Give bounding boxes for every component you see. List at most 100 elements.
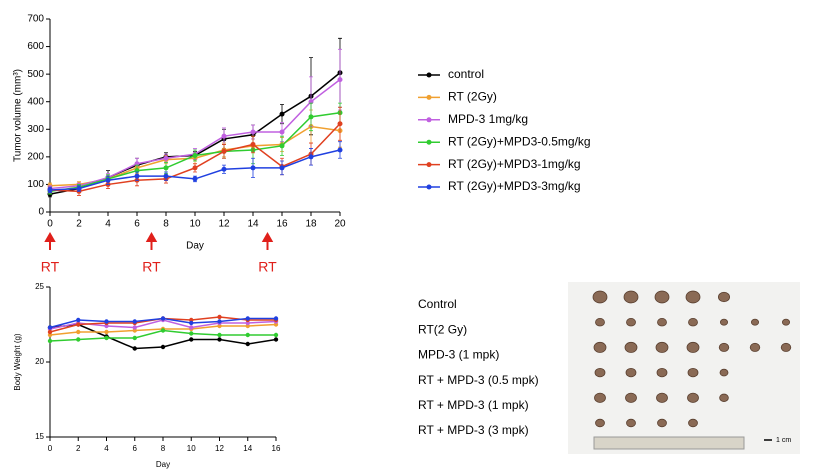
tumor	[685, 290, 701, 304]
tumor	[626, 418, 636, 428]
rt-label: RT	[258, 259, 277, 275]
legend-marker	[426, 162, 432, 168]
tumor	[751, 318, 760, 326]
data-point	[221, 133, 227, 139]
y-tick-label: 400	[27, 96, 44, 107]
data-point	[105, 177, 111, 183]
x-axis-label: Day	[186, 241, 204, 252]
tumor	[688, 317, 698, 327]
data-point	[160, 344, 166, 350]
data-point	[47, 187, 53, 193]
y-tick-label: 700	[27, 14, 44, 25]
rt-arrow	[261, 231, 274, 250]
y-tick-label: 20	[35, 357, 44, 366]
rt-arrow	[44, 231, 56, 250]
legend-label: RT (2Gy)+MPD3-0.5mg/kg	[448, 134, 591, 148]
data-point	[76, 329, 81, 335]
tumor	[687, 367, 699, 378]
x-tick-label: 0	[47, 219, 53, 230]
data-point	[221, 166, 227, 172]
tumor	[780, 342, 792, 352]
row-label: RT + MPD-3 (3 mpk)	[418, 423, 529, 437]
row-label: MPD-3 (1 mpk)	[418, 348, 499, 362]
tumor	[656, 392, 668, 403]
legend-marker	[426, 94, 432, 100]
data-point	[76, 322, 81, 327]
data-point	[337, 77, 343, 83]
data-point	[189, 337, 194, 342]
data-point	[250, 141, 256, 147]
data-point	[163, 155, 169, 161]
data-point	[337, 121, 343, 127]
tumor	[657, 317, 667, 327]
data-point	[217, 332, 222, 338]
legend-marker	[426, 184, 432, 190]
scale-label: 1 cm	[776, 437, 791, 444]
x-tick-label: 2	[76, 219, 82, 230]
legend-label: MPD-3 1mg/kg	[448, 112, 528, 126]
y-tick-label: 0	[38, 207, 44, 218]
data-point	[76, 317, 81, 323]
tumor	[592, 290, 608, 304]
x-tick-label: 4	[105, 219, 111, 230]
data-point	[279, 165, 285, 171]
tumor	[625, 367, 637, 378]
tumor	[595, 317, 605, 327]
tumor	[720, 318, 729, 326]
y-tick-label: 300	[27, 124, 44, 135]
tumor	[595, 418, 605, 428]
data-point	[192, 165, 198, 171]
data-point	[279, 111, 285, 117]
tumor	[625, 392, 637, 403]
tumor	[656, 367, 668, 378]
tumor	[655, 341, 669, 353]
data-point	[104, 319, 109, 324]
tumor	[654, 290, 670, 304]
data-point	[47, 329, 53, 335]
tumor	[719, 368, 729, 377]
x-tick-label: 12	[218, 219, 230, 230]
tumor	[594, 367, 606, 378]
x-tick-label: 4	[104, 444, 109, 453]
data-point	[189, 325, 194, 330]
x-tick-label: 2	[76, 444, 81, 453]
photo-background	[568, 282, 800, 454]
data-point	[245, 341, 250, 347]
tumor	[626, 317, 636, 327]
y-tick-label: 25	[35, 282, 44, 291]
data-point	[160, 316, 166, 321]
y-axis-label: Body Weight (g)	[13, 333, 22, 391]
data-point	[104, 335, 109, 341]
data-point	[189, 320, 194, 326]
data-point	[245, 316, 250, 321]
data-point	[47, 325, 53, 330]
y-tick-label: 600	[27, 41, 44, 52]
tumor	[593, 341, 607, 353]
data-point	[250, 165, 256, 171]
tumor	[688, 418, 698, 428]
data-point	[132, 325, 137, 330]
data-point	[217, 319, 222, 324]
tumor	[657, 418, 667, 428]
row-label: RT(2 Gy)	[418, 322, 467, 336]
data-point	[76, 186, 82, 192]
data-point	[221, 148, 227, 154]
legend-label: RT (2Gy)	[448, 90, 497, 104]
data-point	[132, 335, 137, 341]
data-point	[163, 165, 169, 171]
row-label: RT + MPD-3 (1 mpk)	[418, 398, 529, 412]
data-point	[279, 129, 285, 135]
x-tick-label: 8	[161, 444, 166, 453]
legend-marker	[426, 117, 432, 123]
y-tick-label: 15	[35, 432, 44, 441]
data-point	[217, 314, 222, 320]
tumor	[749, 342, 761, 352]
data-point	[308, 114, 314, 120]
x-tick-label: 10	[187, 444, 196, 453]
data-point	[76, 337, 81, 342]
y-tick-label: 200	[27, 151, 44, 162]
data-point	[132, 346, 137, 351]
x-tick-label: 20	[334, 219, 346, 230]
x-tick-label: 10	[189, 219, 201, 230]
